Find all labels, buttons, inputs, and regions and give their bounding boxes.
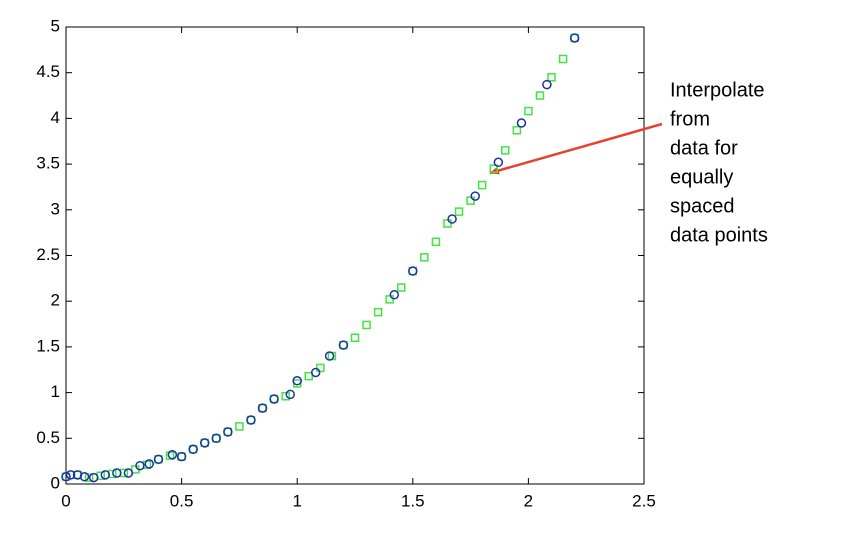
square-marker	[535, 91, 545, 100]
square-marker	[443, 219, 452, 228]
y-tick-label: 4.5	[36, 62, 60, 81]
annotation-text: from	[670, 108, 710, 130]
circle-marker	[112, 468, 122, 478]
square-marker	[420, 253, 429, 262]
circle-marker	[542, 79, 552, 90]
annotation-text: equally	[670, 166, 733, 188]
y-tick-label: 3	[51, 199, 60, 218]
x-tick-label: 2.5	[632, 491, 656, 510]
annotation-text: Interpolate	[670, 79, 765, 101]
annotation-text: data for	[670, 137, 738, 159]
square-marker	[362, 320, 371, 330]
square-marker	[454, 207, 464, 216]
y-tick-label: 5	[51, 16, 60, 35]
square-marker	[373, 307, 383, 317]
circle-marker	[324, 351, 335, 361]
circle-marker	[135, 460, 145, 471]
circle-marker	[338, 340, 349, 350]
square-marker	[524, 106, 533, 116]
circle-marker	[61, 471, 71, 482]
annotation-text: data points	[670, 224, 768, 246]
x-tick-label: 1	[292, 491, 301, 510]
x-tick-label: 1.5	[401, 491, 425, 510]
x-tick-label: 0	[61, 491, 70, 510]
circle-marker	[65, 470, 76, 480]
x-tick-label: 0.5	[170, 491, 194, 510]
x-tick-label: 2	[524, 491, 533, 510]
square-marker	[431, 237, 441, 247]
circle-marker	[88, 472, 99, 483]
circle-marker	[79, 471, 90, 482]
y-tick-label: 3.5	[36, 154, 60, 173]
circle-marker	[144, 459, 154, 469]
circle-marker	[167, 450, 178, 460]
y-tick-label: 2	[51, 291, 60, 310]
circle-marker	[470, 191, 480, 201]
circle-marker	[223, 427, 233, 437]
y-tick-label: 0	[51, 473, 60, 492]
y-tick-label: 0.5	[36, 428, 60, 447]
square-marker	[316, 363, 325, 373]
circle-marker	[199, 438, 210, 448]
annotation-arrow	[489, 122, 663, 175]
y-tick-label: 4	[51, 108, 60, 127]
circle-marker	[493, 157, 504, 168]
y-tick-label: 2.5	[36, 245, 60, 264]
square-marker	[396, 283, 406, 292]
y-tick-label: 1	[51, 382, 60, 401]
square-marker	[385, 295, 394, 304]
square-marker	[501, 146, 510, 155]
square-marker	[350, 333, 360, 343]
circle-marker	[257, 403, 268, 413]
circle-marker	[100, 470, 111, 480]
circle-marker	[310, 367, 321, 378]
circle-marker	[123, 468, 134, 478]
circle-marker	[292, 375, 302, 386]
square-marker	[547, 73, 556, 82]
square-marker	[489, 164, 498, 173]
annotation-text: spaced	[670, 195, 735, 217]
circle-marker	[408, 266, 418, 276]
square-marker	[558, 54, 568, 64]
circle-marker	[188, 444, 198, 455]
circle-marker	[569, 33, 580, 43]
square-marker	[512, 126, 522, 135]
square-marker	[304, 371, 314, 381]
circle-marker	[447, 214, 457, 224]
y-tick-label: 1.5	[36, 336, 60, 355]
square-marker	[477, 180, 487, 190]
square-marker	[281, 392, 290, 401]
circle-marker	[285, 389, 296, 400]
circle-marker	[269, 394, 279, 404]
square-marker	[84, 473, 94, 482]
circle-marker	[246, 415, 256, 425]
circle-marker	[211, 433, 222, 444]
circle-marker	[516, 118, 527, 128]
square-marker	[466, 196, 475, 205]
circle-marker	[176, 451, 187, 462]
plot-frame	[65, 26, 645, 485]
circle-marker	[389, 290, 400, 300]
circle-marker	[153, 454, 164, 465]
square-marker	[235, 422, 244, 431]
